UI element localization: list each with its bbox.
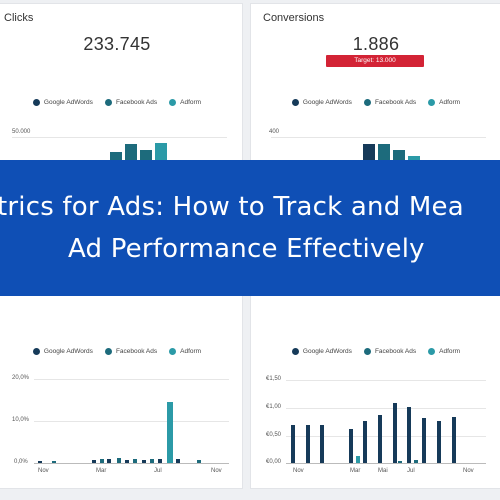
cpc-bar	[393, 403, 397, 463]
ctr-bar	[150, 459, 154, 463]
grid-line	[286, 380, 486, 381]
x-tick: Jul	[407, 468, 415, 474]
cpc-bar	[452, 417, 456, 463]
x-tick: Jul	[154, 468, 162, 474]
clicks-bar	[125, 144, 137, 164]
banner-title-line-2: Ad Performance Effectively	[68, 234, 425, 264]
x-tick: Nov	[38, 468, 49, 474]
legend-google: Google AdWords	[32, 99, 93, 106]
ctr-bar	[142, 460, 146, 463]
ctr-bar	[167, 402, 173, 463]
ctr-bar	[176, 459, 180, 463]
google-dot-icon	[32, 348, 40, 355]
cpc-y-tick: €1,00	[266, 404, 282, 410]
adform-dot-icon	[169, 99, 177, 106]
clicks-value: 233.745	[83, 34, 151, 54]
adform-dot-icon	[428, 348, 436, 355]
x-tick: Nov	[293, 468, 304, 474]
conversions-legend: Google AdWords Facebook Ads Adform	[251, 99, 500, 106]
ctr-bar	[133, 459, 137, 463]
cpc-bar	[407, 407, 411, 463]
legend-adform: Adform	[169, 99, 201, 106]
legend-facebook: Facebook Ads	[104, 99, 157, 106]
adform-dot-icon	[428, 99, 436, 106]
cpc-y-tick: €0,50	[266, 432, 282, 438]
ctr-bar	[158, 459, 162, 463]
clicks-bar	[155, 143, 167, 164]
clicks-legend: Google AdWords Facebook Ads Adform	[0, 99, 242, 106]
cpc-bar	[398, 461, 402, 463]
cpc-bar	[378, 415, 382, 463]
target-badge: Target: 13.000	[326, 55, 424, 67]
banner-title-line-1: trics for Ads: How to Track and Mea	[0, 192, 464, 222]
cpc-y-tick: €0,00	[266, 459, 282, 465]
facebook-dot-icon	[363, 99, 371, 106]
google-dot-icon	[291, 348, 299, 355]
ctr-bar	[117, 458, 121, 463]
x-axis	[34, 463, 229, 464]
ctr-bar	[38, 461, 42, 463]
facebook-dot-icon	[104, 99, 112, 106]
ctr-bar	[125, 460, 129, 463]
conversions-bar	[363, 144, 375, 164]
ctr-bar	[107, 459, 111, 463]
cpc-bar	[356, 456, 360, 463]
cpc-bar	[306, 425, 310, 463]
facebook-dot-icon	[104, 348, 112, 355]
cpc-bar	[437, 421, 441, 463]
x-tick: Nov	[463, 468, 474, 474]
cpc-bar	[349, 429, 353, 463]
adform-dot-icon	[169, 348, 177, 355]
grid-line	[34, 421, 229, 422]
ctr-legend: Google AdWords Facebook Ads Adform	[0, 348, 242, 355]
google-dot-icon	[32, 99, 40, 106]
x-tick: Mar	[350, 468, 361, 474]
clicks-title: Clicks	[4, 12, 34, 24]
x-tick: Mai	[378, 468, 388, 474]
grid-line	[12, 137, 227, 138]
conversions-title: Conversions	[263, 12, 325, 24]
ctr-bar	[100, 459, 104, 463]
cpc-bar	[320, 425, 324, 463]
conversions-y-tick: 400	[269, 129, 280, 135]
grid-line	[286, 408, 486, 409]
ctr-y-tick: 0,0%	[14, 459, 28, 465]
facebook-dot-icon	[363, 348, 371, 355]
ctr-bar	[197, 460, 201, 463]
cpc-bar	[422, 418, 426, 463]
clicks-y-tick: 50.000	[12, 129, 31, 135]
cpc-y-tick: €1,50	[266, 376, 282, 382]
grid-line	[271, 137, 486, 138]
x-tick: Nov	[211, 468, 222, 474]
grid-line	[286, 436, 486, 437]
ctr-y-tick: 10,0%	[12, 417, 30, 423]
ctr-y-tick: 20,0%	[12, 375, 30, 381]
cpc-legend: Google AdWords Facebook Ads Adform	[251, 348, 500, 355]
conversions-bar	[378, 144, 390, 164]
conversions-value: 1.886	[352, 34, 400, 54]
grid-line	[34, 379, 229, 380]
x-axis	[286, 463, 486, 464]
cpc-bar	[363, 421, 367, 463]
cpc-bar	[414, 460, 418, 463]
cpc-bar	[291, 425, 295, 463]
google-dot-icon	[291, 99, 299, 106]
title-banner: trics for Ads: How to Track and Mea Ad P…	[0, 160, 500, 296]
ctr-bar	[52, 461, 56, 463]
x-tick: Mar	[96, 468, 107, 474]
ctr-bar	[92, 460, 96, 463]
